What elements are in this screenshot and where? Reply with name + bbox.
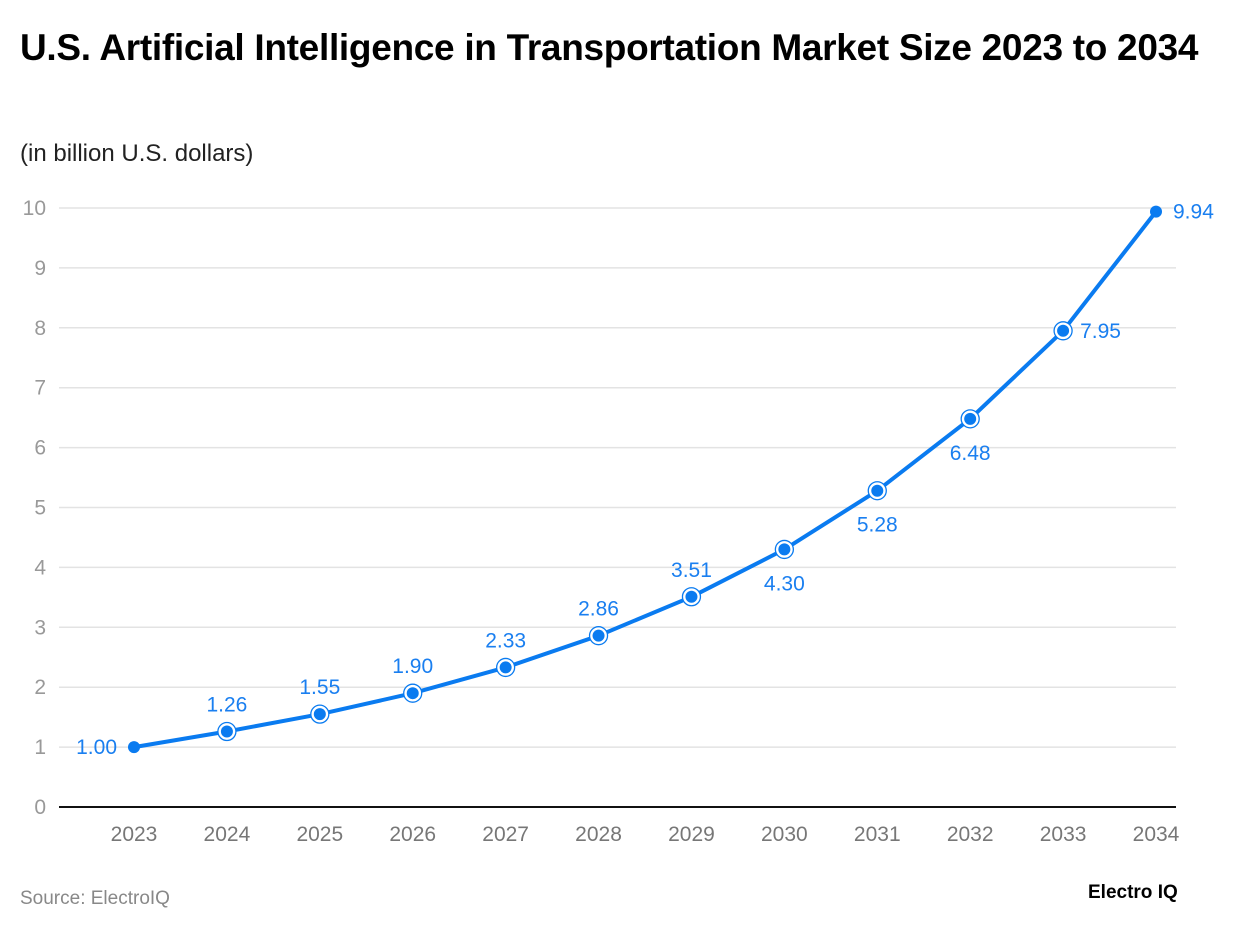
data-point[interactable] [313,708,326,721]
chart-title: U.S. Artificial Intelligence in Transpor… [20,27,1199,68]
x-tick-label: 2032 [947,823,994,846]
y-tick-label: 10 [23,197,46,220]
x-tick-label: 2023 [111,823,158,846]
data-point[interactable] [592,629,605,642]
y-tick-label: 7 [34,377,46,400]
brand-logo: Electro IQ [1088,882,1178,903]
data-label: 1.90 [392,655,433,678]
data-point[interactable] [499,661,512,674]
data-label: 1.26 [206,694,247,717]
data-point[interactable] [406,687,419,700]
data-label: 5.28 [857,514,898,537]
x-axis-ticks: 2023 2024 2025 2026 2027 2028 2029 2030 2031 2032… [111,823,1180,846]
y-tick-label: 6 [34,437,46,460]
data-label: 3.51 [671,559,712,582]
y-tick-label: 8 [34,317,46,340]
x-tick-label: 2027 [482,823,529,846]
x-tick-label: 2034 [1133,823,1180,846]
x-tick-label: 2029 [668,823,715,846]
x-tick-label: 2033 [1040,823,1087,846]
y-axis-ticks: 0 1 2 3 4 5 6 7 8 9 10 [23,197,47,819]
x-tick-label: 2031 [854,823,901,846]
y-tick-label: 4 [34,556,46,579]
data-point[interactable] [778,543,791,556]
x-tick-label: 2030 [761,823,808,846]
chart-subtitle: (in billion U.S. dollars) [20,140,254,167]
source-note: Source: ElectroIQ [20,888,170,909]
x-tick-label: 2024 [204,823,251,846]
data-point[interactable] [128,741,140,754]
y-tick-label: 3 [34,616,46,639]
y-tick-label: 2 [34,676,46,699]
y-tick-label: 9 [34,257,46,280]
data-label: 6.48 [950,442,991,465]
data-labels: 1.00 1.26 1.55 1.90 2.33 2.86 3.51 4.30 5.28 6.48… [76,201,1214,760]
data-label: 7.95 [1080,320,1121,343]
x-tick-label: 2025 [296,823,343,846]
data-label: 4.30 [764,572,805,595]
data-label: 9.94 [1173,201,1214,224]
data-point[interactable] [871,484,884,497]
y-tick-label: 1 [34,736,46,759]
data-label: 1.55 [299,676,340,699]
data-point[interactable] [964,412,977,425]
data-points [128,205,1162,754]
y-tick-label: 0 [34,796,46,819]
data-label: 2.86 [578,598,619,621]
series-line [133,210,1158,750]
data-point[interactable] [1057,324,1070,337]
data-point[interactable] [1150,205,1162,218]
gridlines [59,207,1176,748]
x-tick-label: 2026 [389,823,436,846]
y-tick-label: 5 [34,497,46,520]
data-point[interactable] [685,590,698,603]
data-point[interactable] [220,725,233,738]
x-tick-label: 2028 [575,823,622,846]
data-label: 1.00 [76,736,117,759]
data-label: 2.33 [485,629,526,652]
